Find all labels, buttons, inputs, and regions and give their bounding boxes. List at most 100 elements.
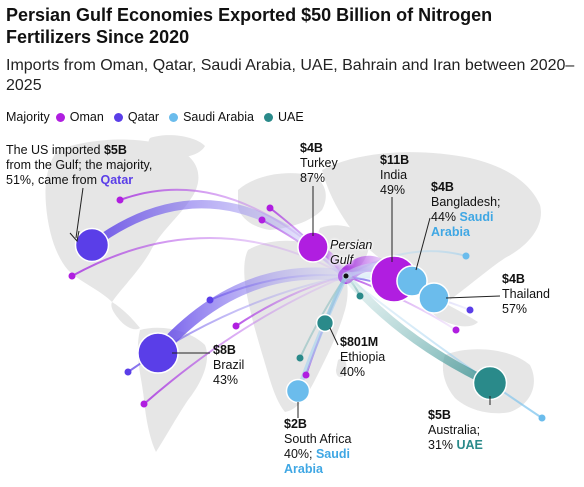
- bubble-us: [74, 227, 110, 263]
- hub-label: Persian Gulf: [330, 238, 372, 268]
- legend-swatch-uae: [263, 112, 273, 122]
- turkey-value: $4B: [300, 141, 323, 155]
- bangladesh-pct: 44%: [431, 210, 460, 224]
- annotation-ethiopia: $801M Ethiopia 40%: [340, 335, 385, 380]
- land-madagascar: [336, 358, 347, 378]
- land-central-america: [111, 302, 140, 330]
- leader-line-ethiopia: [329, 327, 339, 346]
- australia-name: Australia;: [428, 423, 481, 437]
- ethiopia-name: Ethiopia: [340, 350, 386, 364]
- legend-swatch-oman: [55, 112, 65, 122]
- land-north-america: [45, 139, 199, 302]
- legend-swatch-saudi-arabia: [169, 112, 179, 122]
- south-africa-name: South Africa: [284, 432, 352, 446]
- legend-item-qatar: Qatar: [113, 109, 160, 125]
- hub-label-line-2: Gulf: [330, 253, 353, 267]
- us-highlight: Qatar: [100, 173, 134, 187]
- turkey-name: Turkey: [300, 156, 338, 170]
- legend-item-oman: Oman: [55, 109, 104, 125]
- us-text-3: 51%, came from: [6, 173, 101, 187]
- annotation-australia: $5B Australia; 31% UAE: [428, 408, 483, 453]
- minor-destination-dot: [258, 216, 266, 224]
- south-africa-highlight-2: Arabia: [284, 462, 323, 476]
- annotation-us: The US imported $5B from the Gulf; the m…: [6, 143, 152, 188]
- australia-highlight: UAE: [456, 438, 483, 452]
- minor-destination-dot: [302, 371, 310, 379]
- annotation-brazil: $8B Brazil 43%: [213, 343, 244, 388]
- brazil-name: Brazil: [213, 358, 245, 372]
- bangladesh-value: $4B: [431, 180, 454, 194]
- destination-bubbles: [74, 227, 508, 404]
- annotation-bangladesh: $4B Bangladesh; 44% Saudi Arabia: [431, 180, 501, 240]
- us-text-1: The US imported: [6, 143, 104, 157]
- legend-label-oman: Oman: [69, 110, 104, 124]
- minor-destination-dot: [296, 354, 304, 362]
- turkey-pct: 87%: [300, 171, 326, 185]
- bubble-turkey: [297, 231, 329, 263]
- flow-line-brazil: [151, 267, 353, 360]
- chart-title: Persian Gulf Economies Exported $50 Bill…: [6, 5, 493, 47]
- us-arrowhead: [69, 230, 80, 243]
- annotation-india: $11B India 49%: [380, 153, 409, 198]
- ethiopia-pct: 40%: [340, 365, 366, 379]
- legend-label-uae: UAE: [277, 110, 304, 124]
- minor-destination-dot: [206, 296, 214, 304]
- us-text-2: from the Gulf; the majority,: [6, 158, 153, 172]
- minor-destination-dot: [140, 400, 148, 408]
- flow-line-south-africa: [295, 273, 349, 394]
- australia-value: $5B: [428, 408, 451, 422]
- bangladesh-highlight-2: Arabia: [431, 225, 470, 239]
- leader-line-thailand: [445, 295, 501, 299]
- ethiopia-value: $801M: [340, 335, 379, 349]
- legend-label-saudi-arabia: Saudi Arabia: [183, 110, 254, 124]
- south-africa-value: $2B: [284, 417, 307, 431]
- bangladesh-name: Bangladesh;: [431, 195, 501, 209]
- flow-line-australia: [341, 271, 495, 388]
- bubble-south-africa: [285, 378, 311, 404]
- india-value: $11B: [380, 153, 410, 167]
- minor-destination-dot: [68, 272, 76, 280]
- south-africa-pct: 40%;: [284, 447, 316, 461]
- bubble-thailand: [418, 282, 450, 314]
- leader-lines: [69, 186, 501, 418]
- minor-destination-dot: [466, 306, 474, 314]
- chart-subtitle: Imports from Oman, Qatar, Saudi Arabia, …: [6, 57, 575, 94]
- bubble-australia: [472, 365, 508, 401]
- india-pct: 49%: [380, 183, 406, 197]
- hub-marker: [343, 273, 349, 279]
- legend-item-uae: UAE: [263, 109, 304, 125]
- bangladesh-highlight-1: Saudi: [459, 210, 494, 224]
- brazil-pct: 43%: [213, 373, 239, 387]
- brazil-value: $8B: [213, 343, 236, 357]
- thailand-name: Thailand: [502, 287, 550, 301]
- minor-flow-line: [143, 275, 347, 405]
- leader-line-us: [75, 187, 84, 239]
- minor-destination-dot: [538, 414, 546, 422]
- small-destination-dots: [68, 196, 546, 422]
- legend-title: Majority: [6, 110, 50, 124]
- annotation-turkey: $4B Turkey 87%: [300, 141, 338, 186]
- minor-destination-dot: [452, 326, 460, 334]
- hub-label-line-1: Persian: [330, 238, 373, 252]
- leader-line-bangladesh: [415, 217, 431, 271]
- annotation-thailand: $4B Thailand 57%: [502, 272, 550, 317]
- thailand-pct: 57%: [502, 302, 528, 316]
- minor-flow-line: [345, 275, 457, 331]
- annotation-south-africa: $2B South Africa 40%; Saudi Arabia: [284, 417, 351, 477]
- land-asia: [322, 152, 541, 300]
- south-africa-highlight-1: Saudi: [315, 447, 351, 461]
- bubble-bangladesh: [396, 265, 428, 297]
- australia-pct: 31%: [428, 438, 457, 452]
- land-greenland: [148, 135, 205, 158]
- minor-destination-dot: [356, 292, 364, 300]
- legend-swatch-qatar: [113, 112, 123, 122]
- legend: Majority Oman Qatar Saudi Arabia UAE: [6, 109, 314, 125]
- legend-label-qatar: Qatar: [127, 110, 160, 124]
- us-value: $5B: [103, 143, 127, 157]
- india-name: India: [380, 168, 408, 182]
- minor-flow-line: [345, 275, 543, 419]
- minor-destination-dot: [232, 322, 240, 330]
- minor-destination-dot: [124, 368, 132, 376]
- minor-destination-dot: [116, 196, 124, 204]
